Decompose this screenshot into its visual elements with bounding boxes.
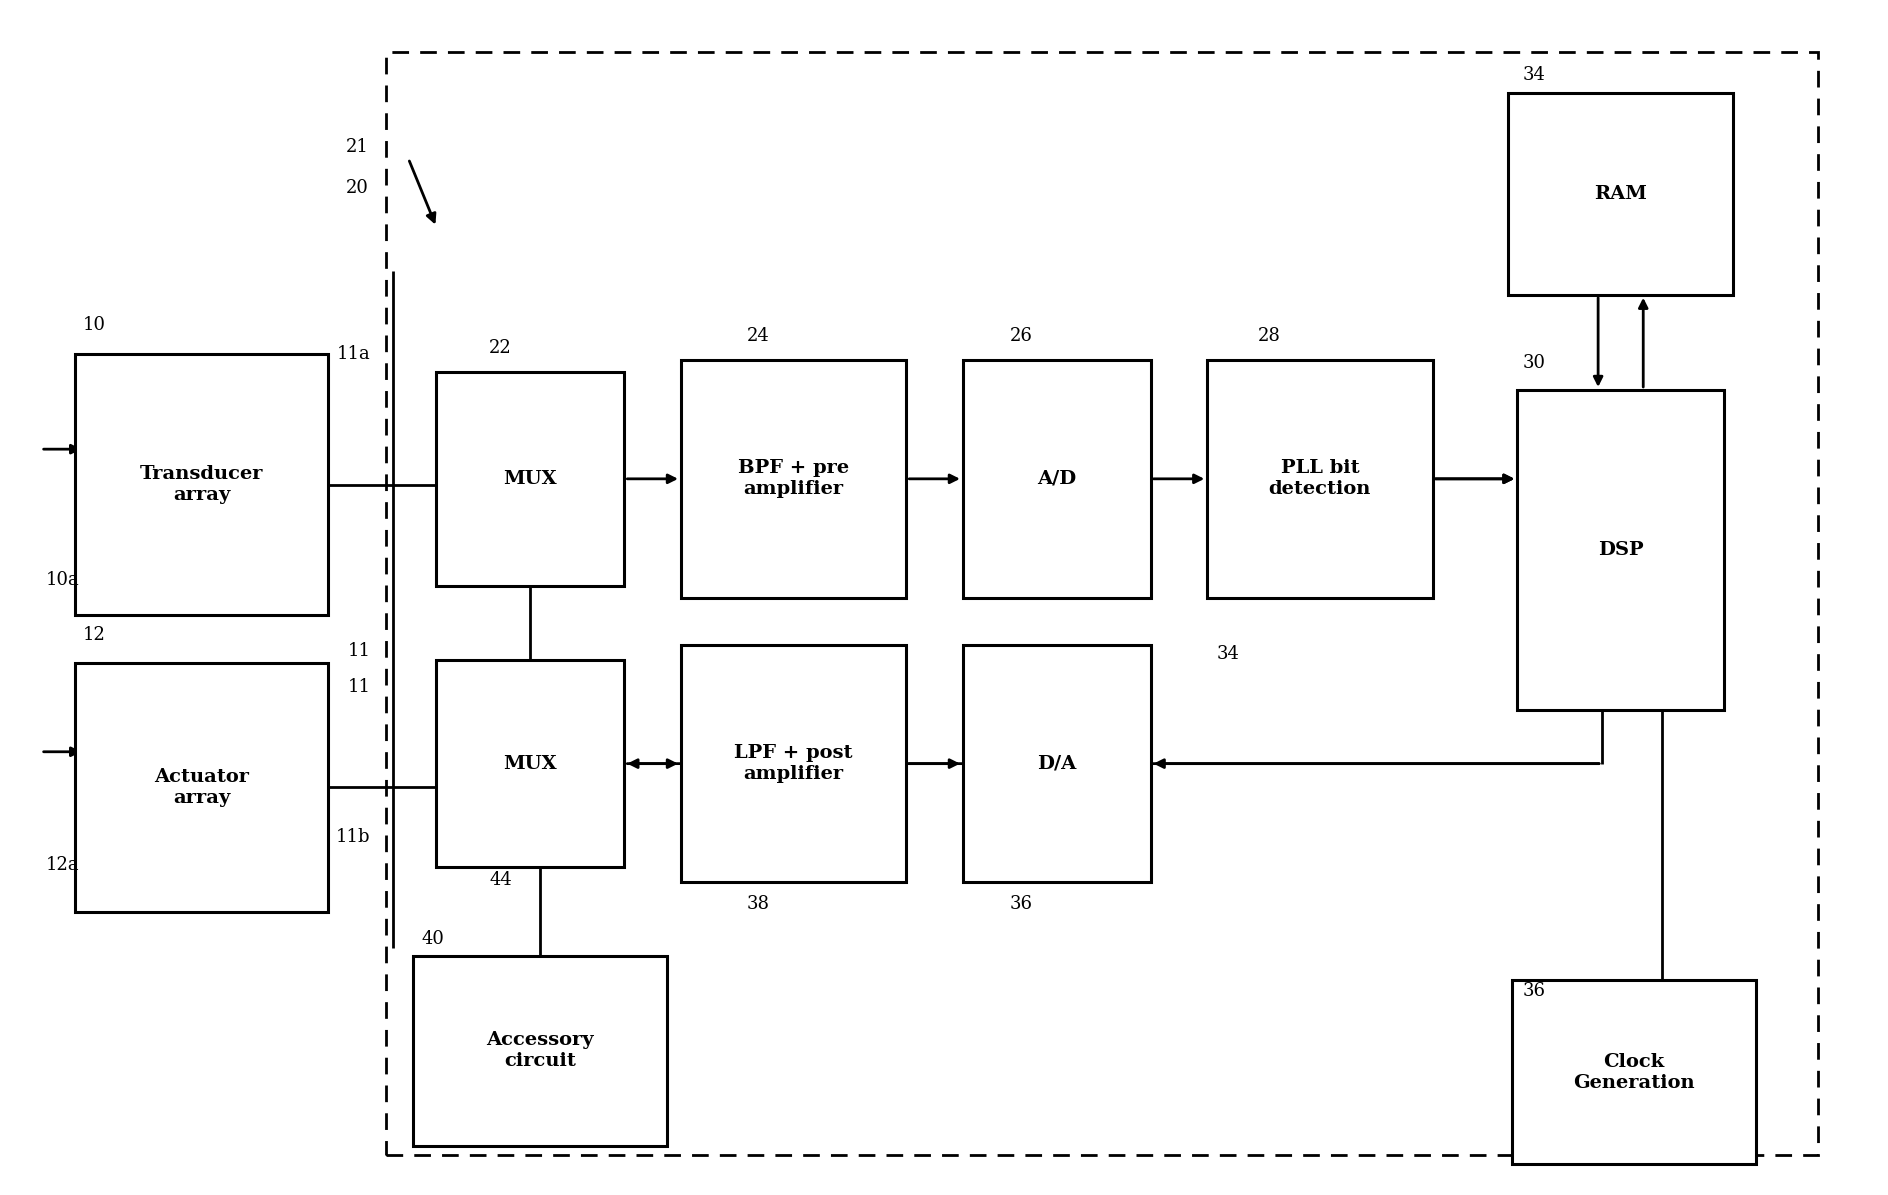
Text: 10: 10 [83, 315, 106, 333]
Text: MUX: MUX [504, 470, 557, 488]
Bar [76, 663, 329, 912]
Text: 26: 26 [1010, 327, 1033, 345]
Text: Accessory
circuit: Accessory circuit [485, 1031, 593, 1071]
Text: 28: 28 [1257, 327, 1280, 345]
Bar [1509, 93, 1733, 295]
Bar [436, 372, 625, 586]
Text: 34: 34 [1524, 67, 1546, 85]
Text: 22: 22 [489, 339, 512, 357]
Text: RAM: RAM [1593, 185, 1646, 203]
Bar [76, 354, 329, 615]
Bar [682, 360, 906, 598]
Text: 11b: 11b [336, 828, 370, 846]
Bar [413, 956, 666, 1146]
Text: 20: 20 [346, 179, 370, 197]
Text: BPF + pre
amplifier: BPF + pre amplifier [738, 459, 850, 498]
Text: 21: 21 [346, 137, 370, 155]
Bar [963, 360, 1152, 598]
Bar [682, 645, 906, 882]
Text: 11: 11 [347, 678, 370, 695]
Text: PLL bit
detection: PLL bit detection [1269, 459, 1371, 498]
Text: 12: 12 [83, 626, 106, 644]
Text: 30: 30 [1524, 354, 1546, 372]
Text: 38: 38 [746, 895, 770, 913]
Text: 36: 36 [1010, 895, 1033, 913]
Text: 24: 24 [746, 327, 770, 345]
Bar [436, 660, 625, 868]
Bar [1206, 360, 1433, 598]
Text: Transducer
array: Transducer array [140, 465, 262, 504]
Text: MUX: MUX [504, 754, 557, 773]
Text: Clock
Generation: Clock Generation [1573, 1053, 1695, 1091]
Bar [1518, 390, 1724, 710]
Text: 40: 40 [421, 930, 444, 949]
Text: 10a: 10a [45, 571, 79, 589]
Bar [1512, 980, 1756, 1164]
Text: 36: 36 [1524, 982, 1546, 1000]
Text: 44: 44 [489, 871, 512, 889]
Text: A/D: A/D [1037, 470, 1076, 488]
Text: LPF + post
amplifier: LPF + post amplifier [734, 744, 853, 783]
Text: 12a: 12a [45, 856, 79, 874]
Bar [385, 51, 1818, 1156]
Text: DSP: DSP [1597, 541, 1643, 559]
Text: 11: 11 [347, 642, 370, 660]
Text: D/A: D/A [1037, 754, 1076, 773]
Text: 11a: 11a [336, 345, 370, 363]
Text: 34: 34 [1216, 645, 1239, 663]
Text: Actuator
array: Actuator array [155, 768, 249, 807]
Bar [963, 645, 1152, 882]
